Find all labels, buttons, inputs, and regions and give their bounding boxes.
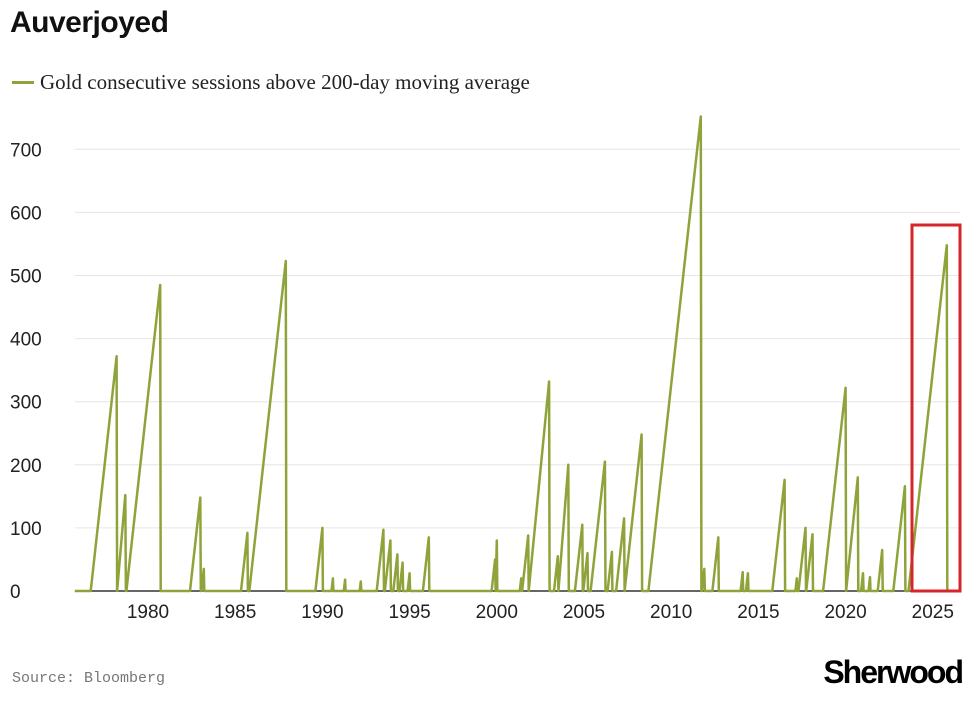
series-line — [74, 115, 949, 593]
brand-logo: Sherwood — [823, 654, 964, 690]
x-tick-label: 2020 — [824, 602, 866, 623]
legend: Gold consecutive sessions above 200-day … — [12, 70, 530, 95]
y-tick-label: 700 — [10, 140, 42, 161]
y-tick-label: 100 — [10, 519, 42, 540]
y-tick-label: 400 — [10, 330, 42, 351]
y-tick-label: 200 — [10, 456, 42, 477]
x-tick-label: 2015 — [737, 602, 779, 623]
y-tick-label: 500 — [10, 267, 42, 288]
x-tick-label: 1995 — [388, 602, 430, 623]
x-tick-label: 1985 — [214, 602, 256, 623]
highlight-box — [910, 223, 962, 593]
source-note: Source: Bloomberg — [12, 670, 166, 687]
x-tick-label: 2025 — [912, 602, 954, 623]
legend-swatch — [12, 81, 34, 84]
y-tick-label: 600 — [10, 203, 42, 224]
x-tick-label: 2010 — [650, 602, 692, 623]
x-tick-label: 2000 — [476, 602, 518, 623]
chart-title: Auverjoyed — [10, 6, 169, 39]
legend-label: Gold consecutive sessions above 200-day … — [40, 70, 530, 94]
y-tick-label: 0 — [10, 582, 21, 603]
x-tick-label: 1990 — [301, 602, 343, 623]
y-tick-label: 300 — [10, 393, 42, 414]
x-tick-label: 2005 — [563, 602, 605, 623]
x-tick-label: 1980 — [127, 602, 169, 623]
